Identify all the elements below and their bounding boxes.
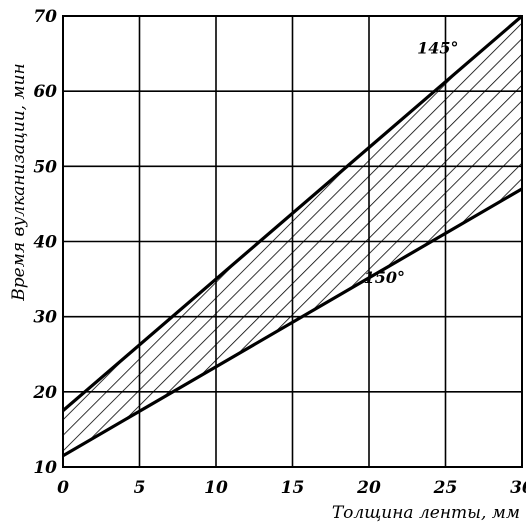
temperature-range-band	[63, 16, 522, 456]
y-axis-label: Время вулканизации, мин	[9, 63, 29, 301]
x-tick-label: 0	[57, 478, 69, 498]
x-tick-label: 10	[204, 478, 228, 498]
annotation-145: 145°	[417, 39, 458, 58]
y-tick-label: 50	[33, 157, 57, 177]
y-tick-label: 40	[33, 233, 57, 253]
series-line-150	[62, 187, 523, 458]
x-axis-ticks: 0 5 10 15 20 25 30	[57, 478, 526, 498]
x-tick-label: 25	[433, 478, 458, 498]
y-tick-label: 30	[33, 308, 57, 328]
x-tick-label: 15	[281, 478, 305, 498]
y-tick-label: 10	[33, 458, 57, 478]
series-lines	[61, 14, 524, 458]
y-tick-label: 60	[33, 82, 57, 102]
x-tick-label: 30	[510, 478, 526, 498]
x-tick-label: 5	[134, 478, 146, 498]
plot-frame	[62, 15, 523, 468]
y-axis-ticks: 10 20 30 40 50 60 70	[32, 7, 57, 478]
hatched-area	[63, 16, 522, 456]
series-annotations: 145° 150°	[364, 39, 459, 287]
annotation-150: 150°	[364, 268, 405, 287]
y-tick-label: 70	[33, 7, 57, 27]
x-tick-label: 20	[356, 478, 381, 498]
x-axis-label: Толщина ленты, мм	[332, 503, 520, 523]
series-line-145	[61, 14, 524, 412]
y-tick-label: 20	[32, 383, 57, 403]
